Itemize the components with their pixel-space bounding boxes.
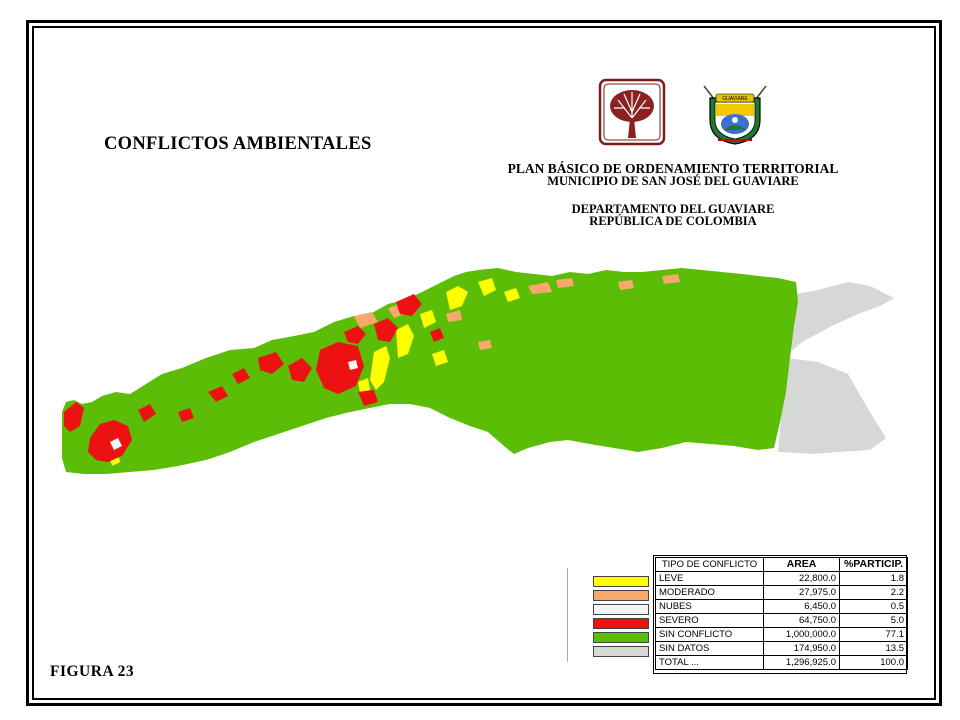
conflict-map bbox=[62, 268, 894, 474]
legend-total-pct: 100.0 bbox=[839, 655, 908, 670]
legend-tipo: SIN CONFLICTO bbox=[655, 627, 764, 642]
legend-pct: 5.0 bbox=[839, 613, 908, 628]
legend-row: NUBES 6,450.0 0.5 bbox=[655, 599, 908, 614]
legend-header-row: TIPO DE CONFLICTO AREA %PARTICIP. bbox=[655, 557, 908, 572]
legend-tipo: SIN DATOS bbox=[655, 641, 764, 656]
legend-area: 174,950.0 bbox=[763, 641, 840, 656]
legend-row: SIN DATOS 174,950.0 13.5 bbox=[655, 641, 908, 656]
legend-tipo: LEVE bbox=[655, 571, 764, 586]
legend-row: SEVERO 64,750.0 5.0 bbox=[655, 613, 908, 628]
legend-pct: 2.2 bbox=[839, 585, 908, 600]
legend-row: LEVE 22,800.0 1.8 bbox=[655, 571, 908, 586]
legend-swatch-sin-datos bbox=[593, 646, 649, 657]
header-line-4: REPÚBLICA DE COLOMBIA bbox=[589, 214, 757, 228]
header-line-1: PLAN BÁSICO DE ORDENAMIENTO TERRITORIAL bbox=[507, 161, 839, 176]
map-region-sin-datos-north bbox=[788, 282, 894, 354]
map-region-severo bbox=[64, 294, 444, 462]
legend-area: 1,000,000.0 bbox=[763, 627, 840, 642]
header-line-3: DEPARTAMENTO DEL GUAVIARE bbox=[571, 202, 775, 216]
legend-header-pct: %PARTICIP. bbox=[839, 557, 908, 572]
plan-header: PLAN BÁSICO DE ORDENAMIENTO TERRITORIAL … bbox=[462, 161, 884, 228]
legend-area: 6,450.0 bbox=[763, 599, 840, 614]
legend-total-row: TOTAL ... 1,296,925.0 100.0 bbox=[655, 655, 908, 670]
legend-swatch-moderado bbox=[593, 590, 649, 601]
map-region-sin-conflicto bbox=[62, 268, 798, 474]
legend-table: TIPO DE CONFLICTO AREA %PARTICIP. LEVE 2… bbox=[655, 557, 908, 670]
figure-label: FIGURA 23 bbox=[50, 663, 135, 680]
outer-frame bbox=[26, 20, 942, 706]
legend-pct: 77.1 bbox=[839, 627, 908, 642]
legend-swatch-severo bbox=[593, 618, 649, 629]
legend-area: 27,975.0 bbox=[763, 585, 840, 600]
legend-total-label: TOTAL ... bbox=[655, 655, 764, 670]
legend-total-area: 1,296,925.0 bbox=[763, 655, 840, 670]
legend-tipo: NUBES bbox=[655, 599, 764, 614]
map-region-nubes bbox=[110, 360, 358, 450]
legend-area: 22,800.0 bbox=[763, 571, 840, 586]
legend-separator bbox=[567, 568, 568, 662]
header-line-2: MUNICIPIO DE SAN JOSÉ DEL GUAVIARE bbox=[547, 174, 799, 188]
legend-header-tipo: TIPO DE CONFLICTO bbox=[655, 557, 764, 572]
coat-of-arms-ribbon: GUAVIARE bbox=[722, 96, 748, 102]
legend-swatch-nubes bbox=[593, 604, 649, 615]
map-region-sin-datos-south bbox=[778, 358, 886, 454]
legend-tipo: SEVERO bbox=[655, 613, 764, 628]
legend-row: MODERADO 27,975.0 2.2 bbox=[655, 585, 908, 600]
legend-tipo: MODERADO bbox=[655, 585, 764, 600]
legend-pct: 13.5 bbox=[839, 641, 908, 656]
inner-frame bbox=[32, 26, 936, 700]
legend-pct: 0.5 bbox=[839, 599, 908, 614]
map-region-leve bbox=[110, 278, 520, 466]
legend-pct: 1.8 bbox=[839, 571, 908, 586]
legend-header-area: AREA bbox=[763, 557, 840, 572]
legend-area: 64,750.0 bbox=[763, 613, 840, 628]
legend-row: SIN CONFLICTO 1,000,000.0 77.1 bbox=[655, 627, 908, 642]
legend-swatch-leve bbox=[593, 576, 649, 587]
map-title: CONFLICTOS AMBIENTALES bbox=[104, 134, 372, 154]
guaviare-coat-of-arms: GUAVIARE bbox=[703, 85, 767, 145]
tree-emblem-logo bbox=[598, 78, 666, 146]
legend-swatch-sin-conflicto bbox=[593, 632, 649, 643]
